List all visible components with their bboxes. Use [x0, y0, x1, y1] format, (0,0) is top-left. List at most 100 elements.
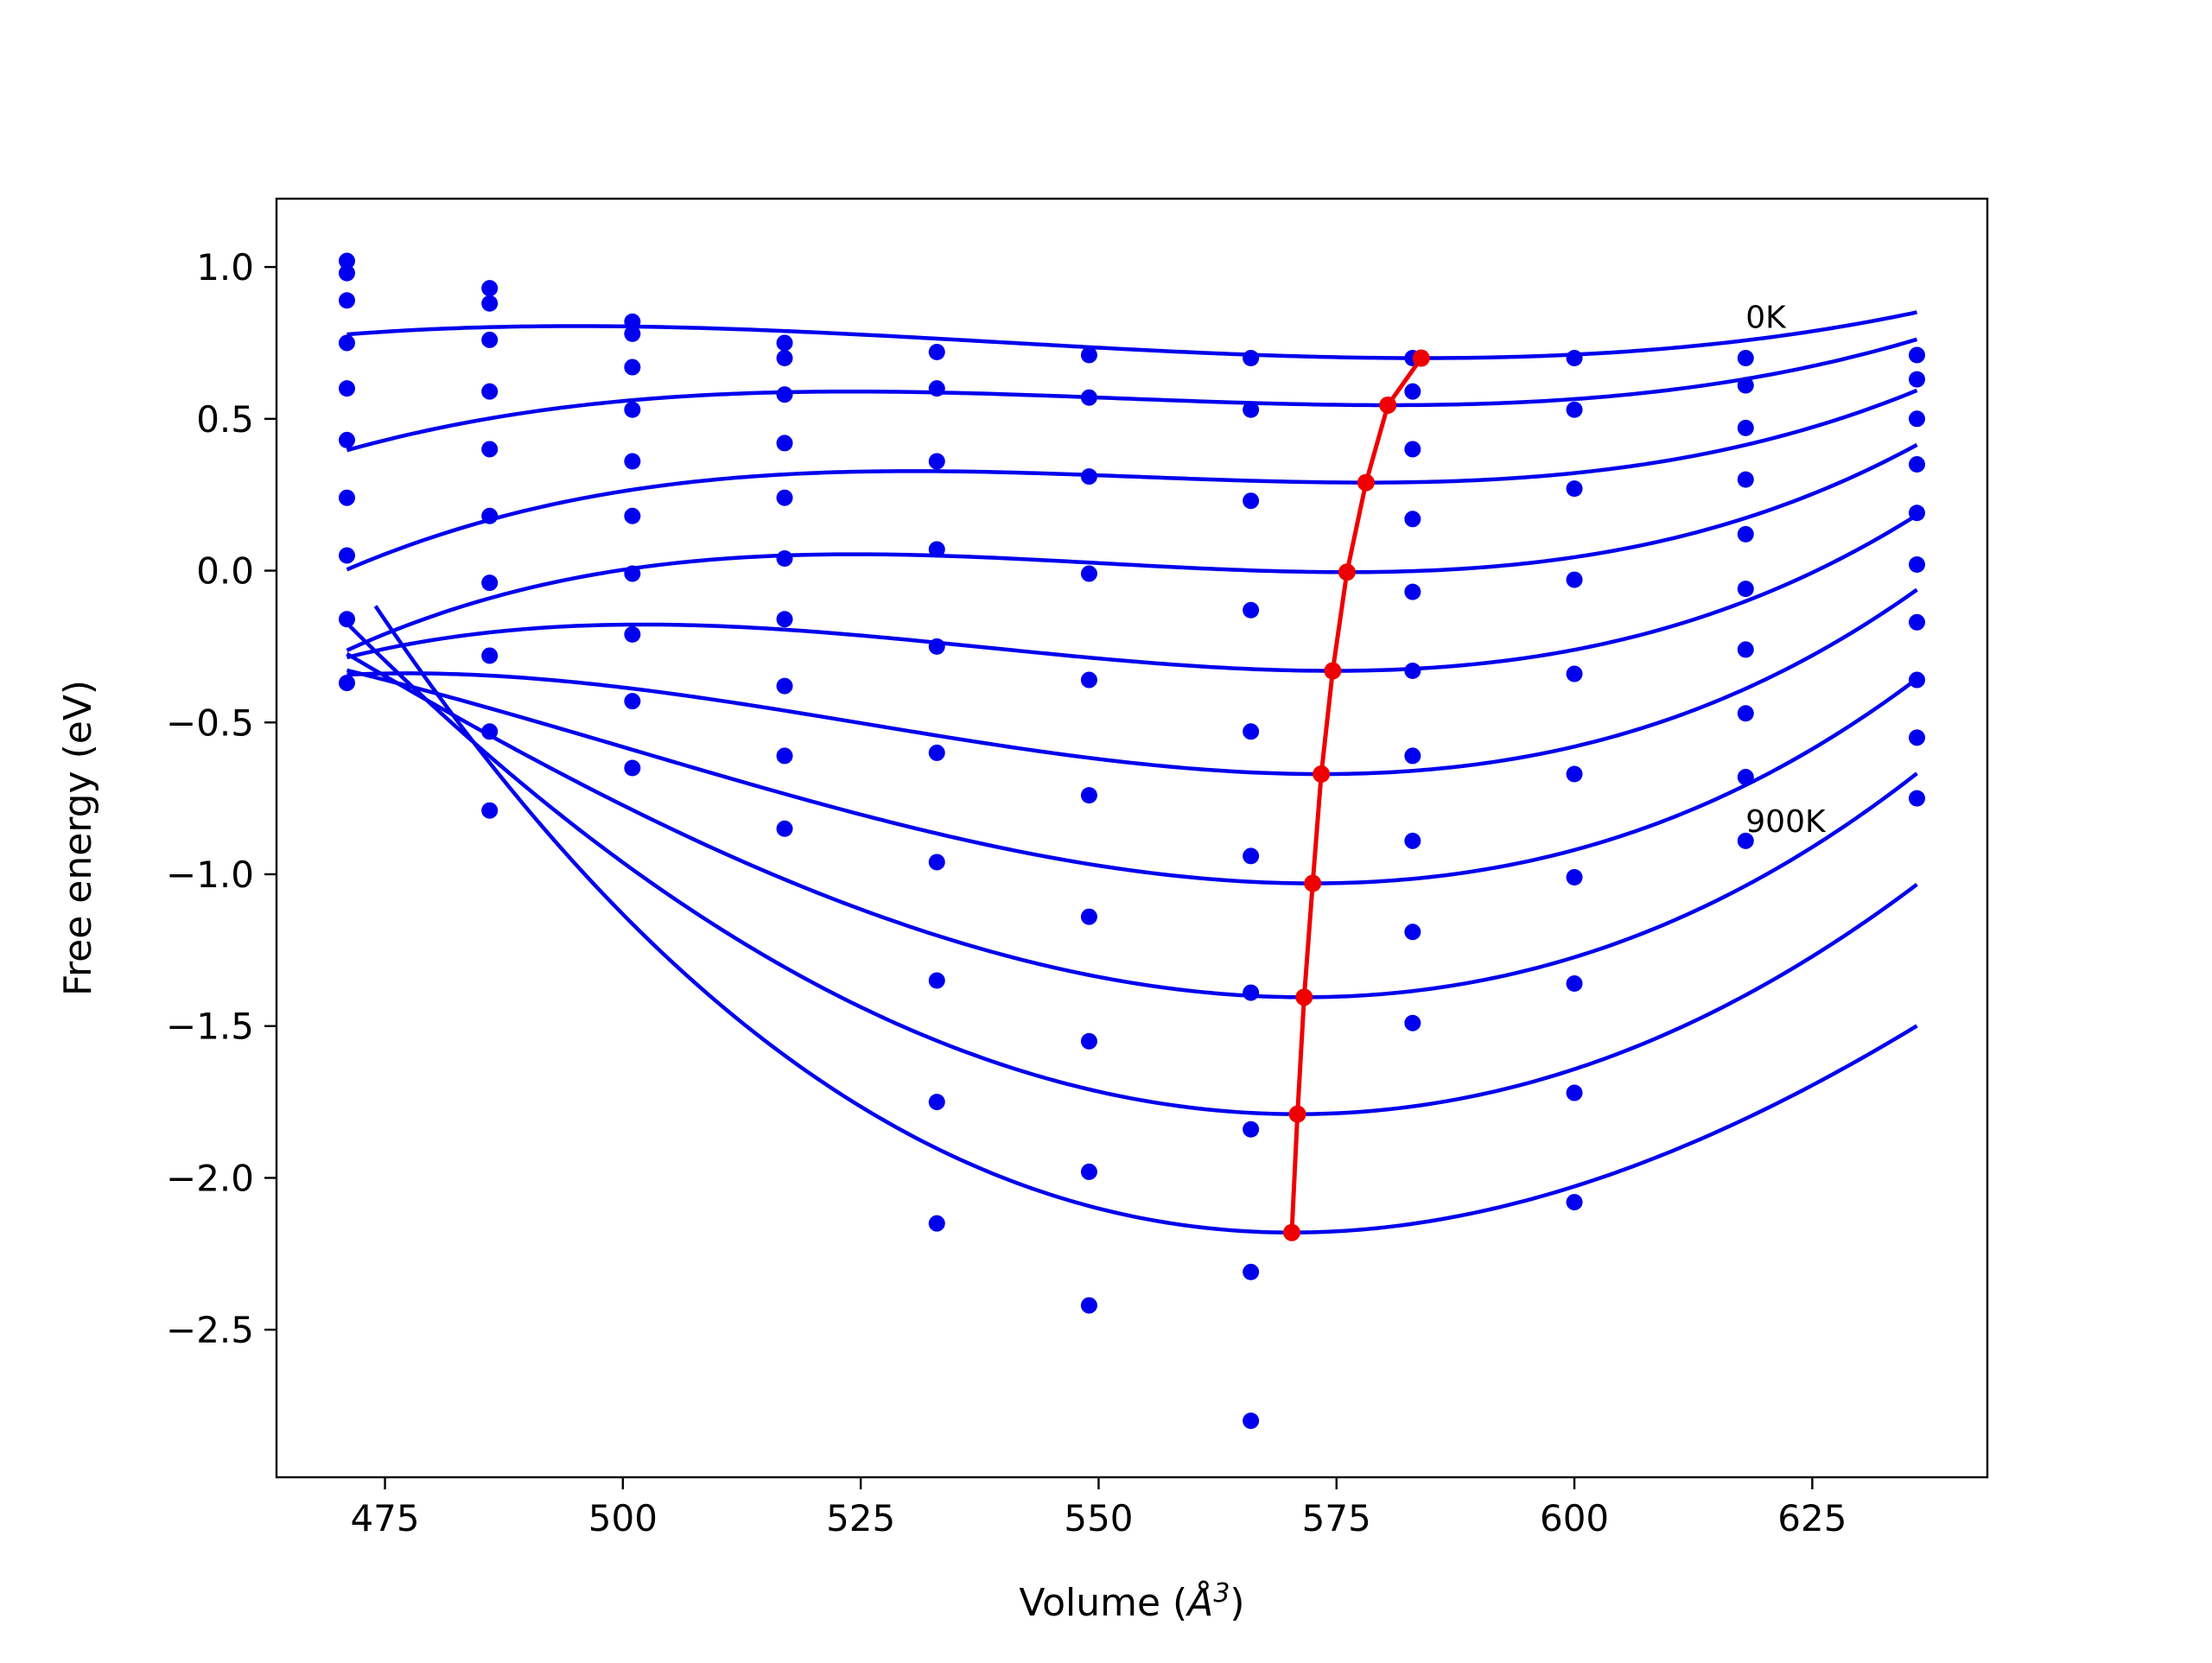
data-point	[1737, 641, 1754, 658]
data-point	[1566, 480, 1583, 498]
data-point	[338, 264, 355, 282]
data-point	[928, 638, 945, 655]
data-point	[1404, 1014, 1421, 1031]
x-tick-label: 475	[350, 1497, 419, 1539]
data-point	[338, 489, 355, 506]
data-point	[1737, 832, 1754, 849]
data-point	[481, 441, 499, 458]
data-point	[1404, 511, 1421, 528]
y-tick-label: −2.0	[166, 1157, 254, 1199]
plot-frame	[275, 197, 1989, 1479]
x-tick-label: 575	[1302, 1497, 1371, 1539]
data-point	[1404, 924, 1421, 941]
x-tick-label: 625	[1777, 1497, 1847, 1539]
data-point	[928, 744, 945, 761]
data-point	[481, 383, 499, 400]
data-point	[1909, 613, 1926, 631]
fit-curve-6	[346, 587, 1918, 777]
data-point	[1243, 401, 1260, 418]
data-point	[1909, 505, 1926, 522]
data-point	[481, 647, 499, 664]
annotations: 0K 900K	[1745, 300, 1827, 839]
data-point	[624, 565, 641, 582]
data-point	[1737, 581, 1754, 598]
data-point	[1737, 705, 1754, 722]
data-point	[1737, 419, 1754, 436]
data-point	[1243, 1412, 1260, 1430]
x-tick-label: 525	[826, 1497, 895, 1539]
data-point	[481, 331, 499, 348]
data-point	[1243, 847, 1260, 865]
data-point	[1909, 346, 1926, 364]
annotation-label: 900K	[1745, 804, 1827, 840]
fit-curve-5	[346, 513, 1918, 673]
data-point	[928, 380, 945, 397]
data-point	[1566, 401, 1583, 418]
data-point	[624, 401, 641, 418]
data-point	[1404, 832, 1421, 849]
data-point	[1566, 975, 1583, 993]
data-point	[624, 625, 641, 643]
equilibrium-point	[1324, 662, 1342, 680]
data-point	[338, 334, 355, 352]
data-point	[928, 453, 945, 470]
data-point	[1080, 671, 1097, 689]
y-tick-label: −2.5	[166, 1309, 254, 1351]
annotation-label: 0K	[1745, 300, 1787, 335]
data-point	[1243, 350, 1260, 367]
data-point	[928, 343, 945, 360]
equilibrium-point	[1338, 563, 1356, 581]
fit-curve-7	[346, 668, 1918, 885]
fit-curve-4	[346, 442, 1918, 652]
data-point	[624, 313, 641, 330]
equilibrium-point	[1412, 349, 1430, 367]
data-point	[1404, 663, 1421, 680]
fit-curve-2	[346, 337, 1918, 453]
data-point	[776, 334, 793, 352]
data-point	[1737, 350, 1754, 367]
data-point	[338, 292, 355, 309]
data-point	[1404, 747, 1421, 765]
data-point	[338, 611, 355, 628]
fit-curve-3	[346, 388, 1918, 572]
data-point	[481, 280, 499, 297]
data-point	[1080, 1297, 1097, 1314]
data-point	[928, 972, 945, 989]
equilibrium-point	[1288, 1105, 1306, 1123]
data-point	[1737, 525, 1754, 543]
data-point	[338, 431, 355, 448]
data-point	[1566, 665, 1583, 682]
data-point	[1404, 583, 1421, 600]
data-point	[1243, 1263, 1260, 1280]
data-point	[1080, 908, 1097, 925]
data-point	[1909, 729, 1926, 746]
data-point	[1909, 790, 1926, 807]
y-axis-label: Free energy (eV)	[56, 680, 100, 996]
fit-curve-8	[346, 651, 1918, 1000]
equilibrium-point	[1295, 988, 1313, 1006]
data-point	[481, 295, 499, 312]
x-tick-label: 500	[588, 1497, 658, 1539]
data-point	[1909, 671, 1926, 689]
data-point	[624, 325, 641, 342]
data-point	[338, 380, 355, 397]
data-point	[928, 541, 945, 558]
y-tick-label: −1.0	[166, 854, 254, 896]
data-point	[776, 350, 793, 367]
data-point	[1566, 1084, 1583, 1101]
fit-curve-9	[345, 621, 1918, 1116]
equilibrium-line	[1289, 357, 1423, 1233]
data-point	[481, 574, 499, 592]
data-point	[1737, 377, 1754, 394]
y-tick-label: −1.5	[166, 1006, 254, 1048]
data-point	[776, 386, 793, 403]
data-point	[776, 435, 793, 452]
data-point	[1909, 456, 1926, 473]
data-point	[1080, 787, 1097, 804]
y-tick-label: 1.0	[196, 246, 254, 289]
x-axis-ticks: 475 500 525 550 575 600 625	[350, 1477, 1847, 1539]
data-point	[1566, 869, 1583, 886]
